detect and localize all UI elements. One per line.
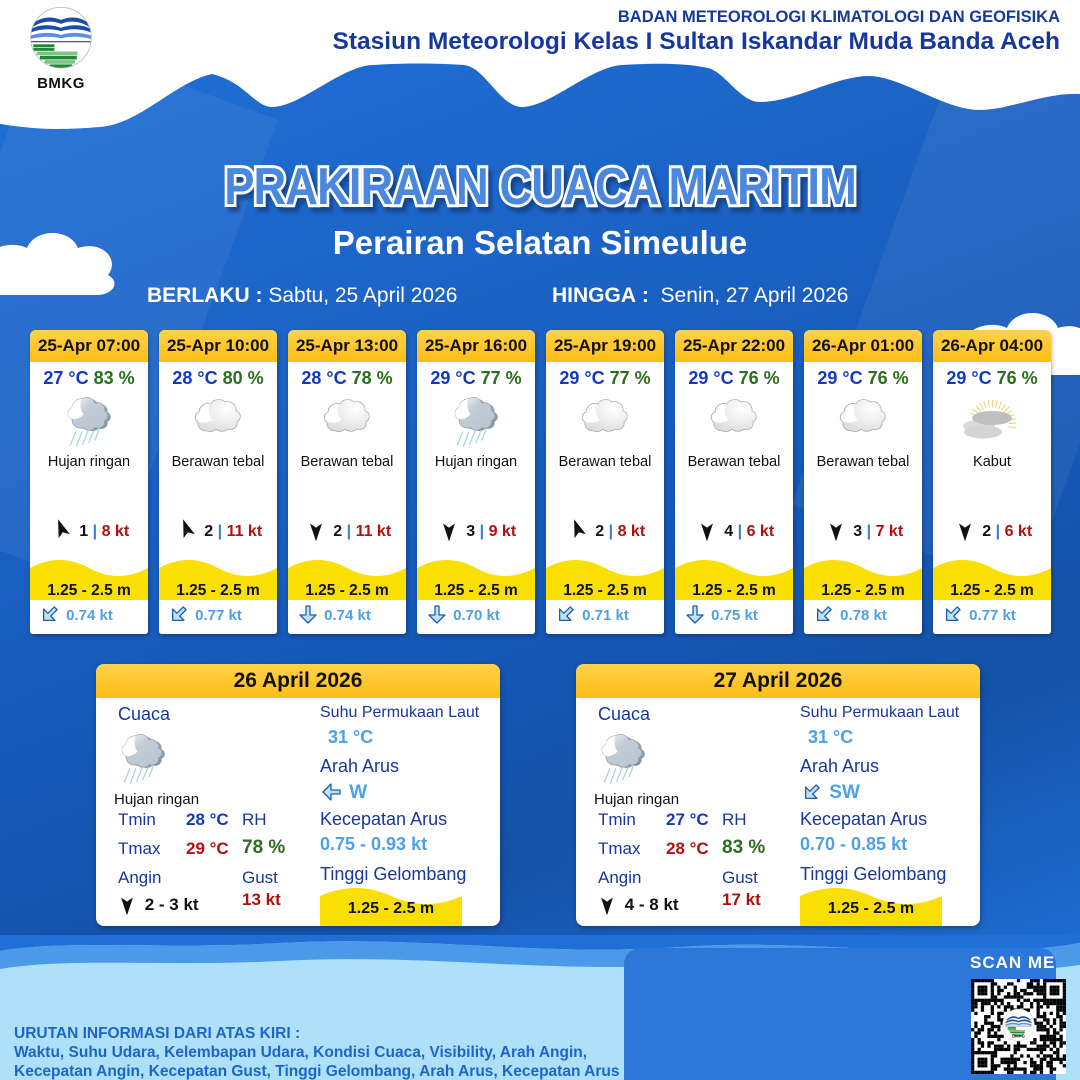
svg-text:BMKG: BMKG xyxy=(1012,1034,1025,1039)
